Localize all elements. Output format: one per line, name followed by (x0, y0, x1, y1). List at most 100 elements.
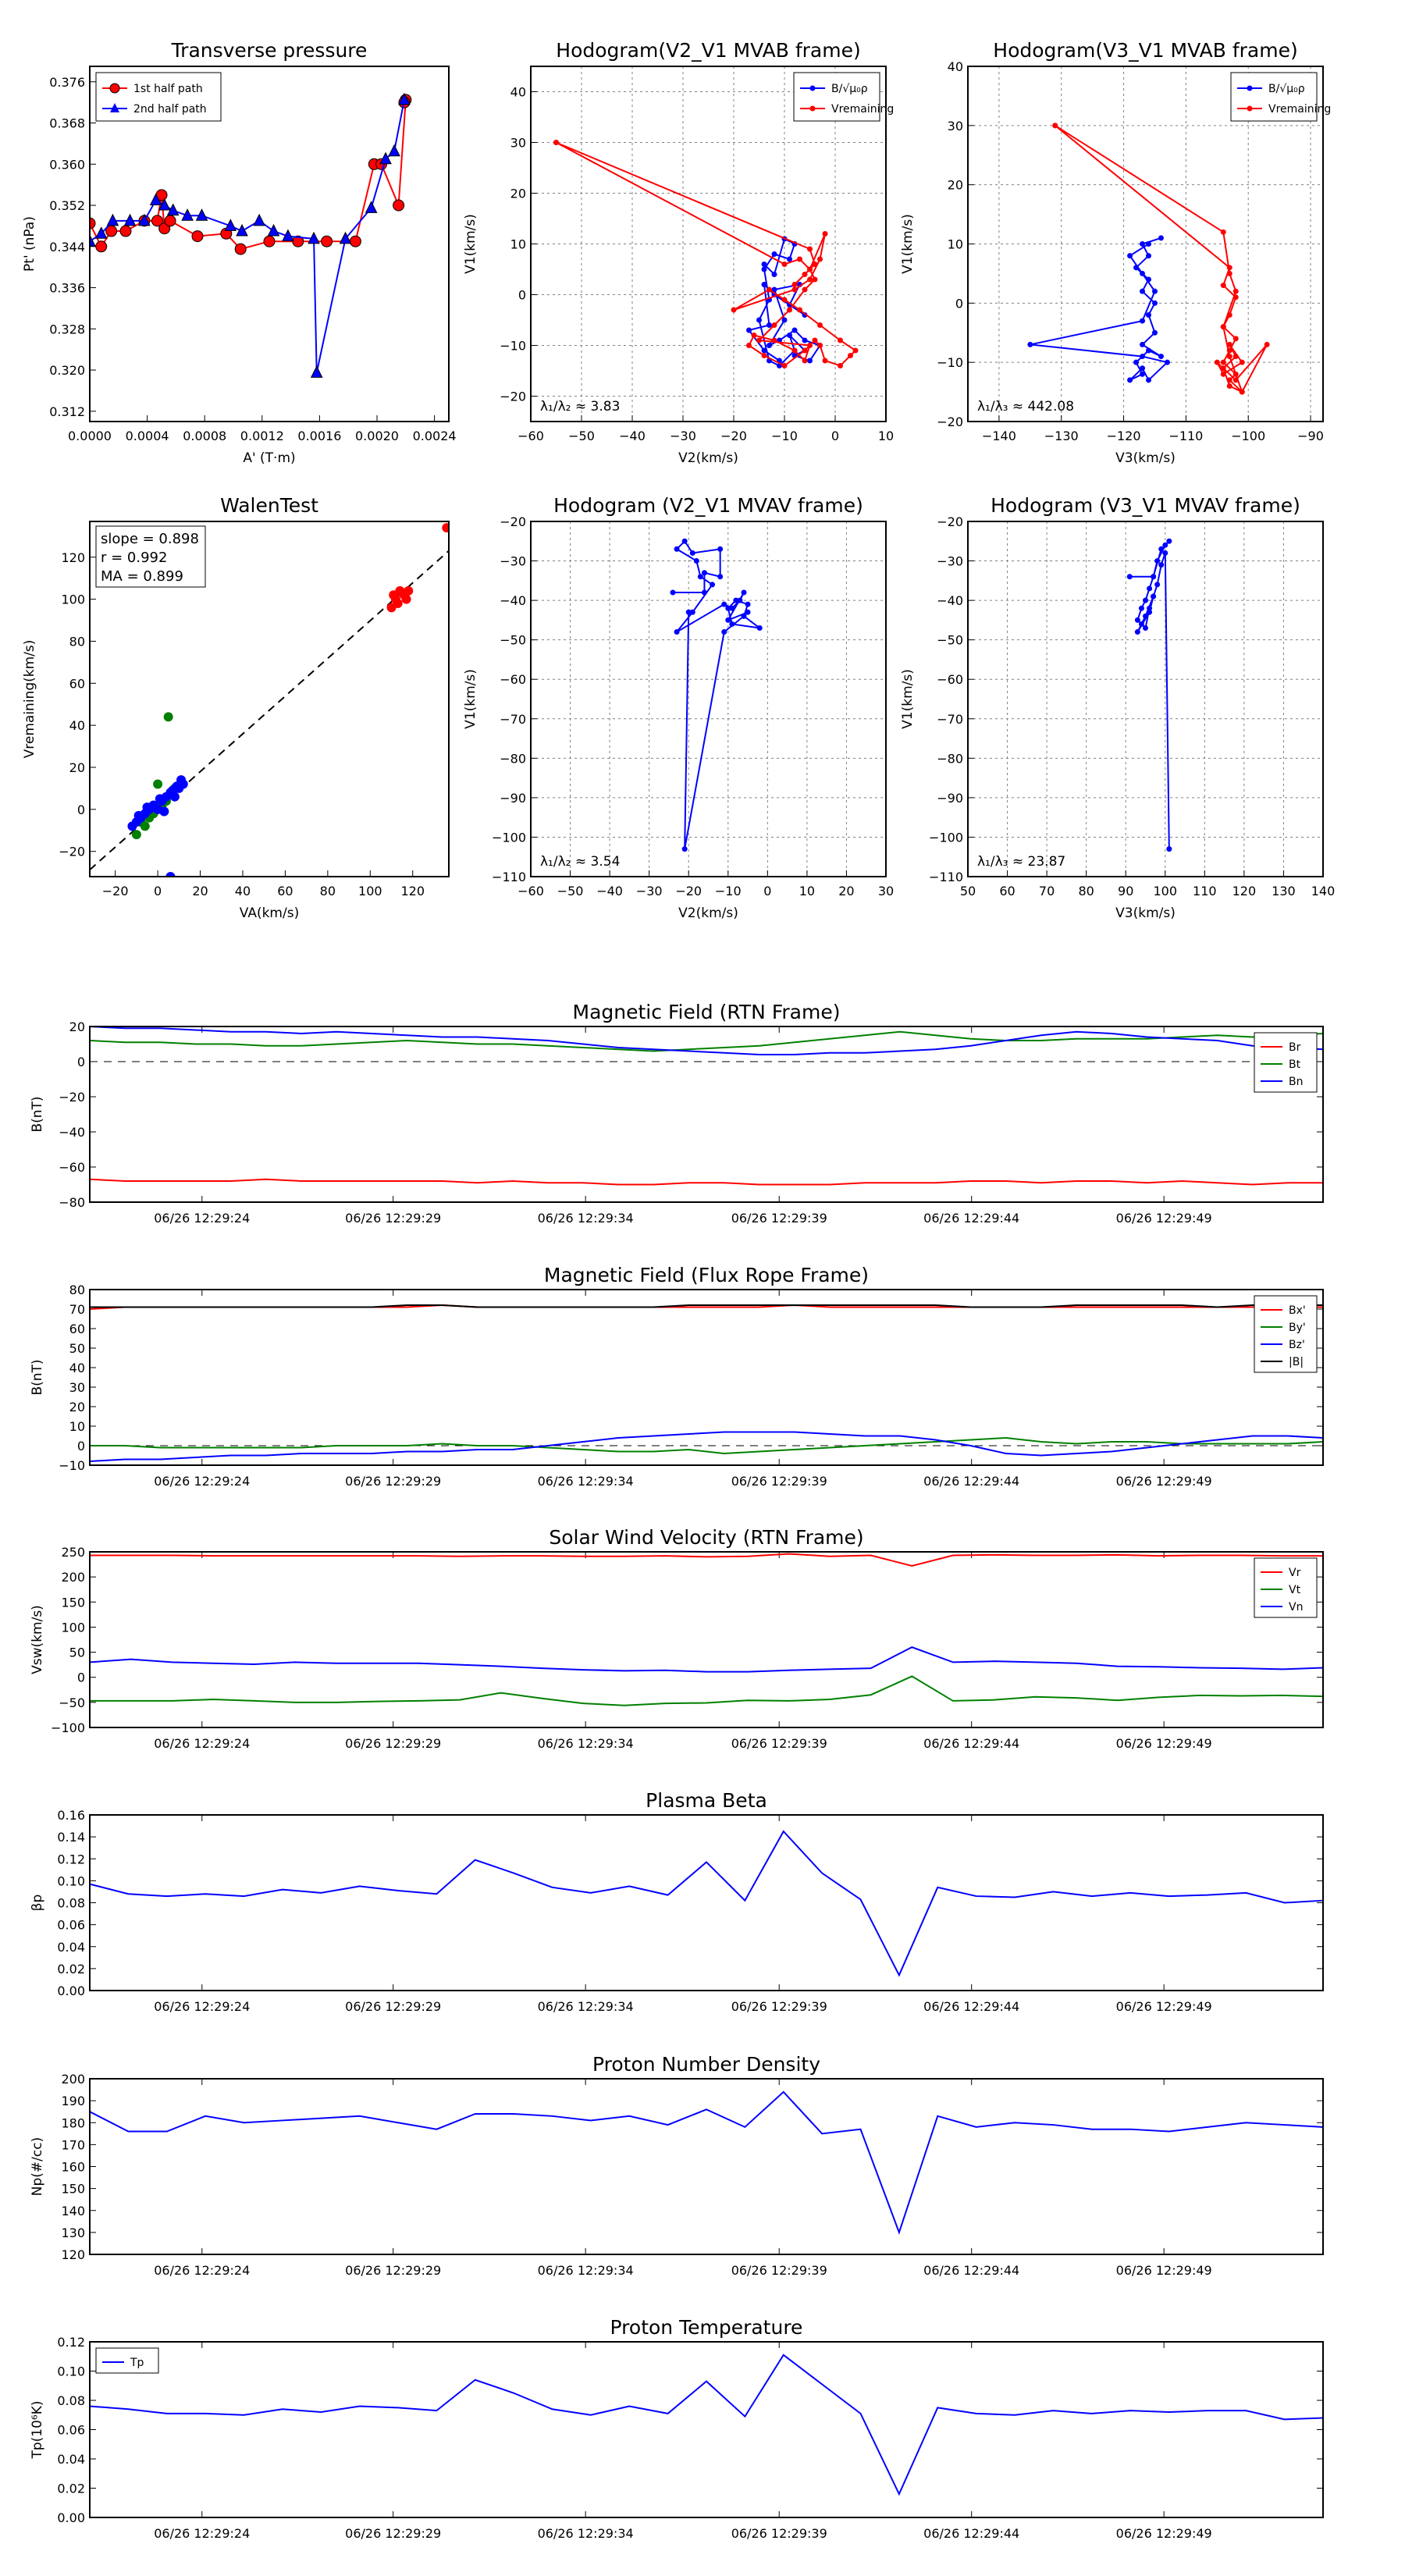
legend-marker (809, 85, 816, 91)
data-point (787, 333, 792, 338)
data-point (164, 215, 176, 227)
y-tick-label: −20 (937, 514, 963, 529)
x-tick-label: 06/26 12:29:34 (538, 1211, 634, 1226)
data-point (106, 213, 119, 226)
x-tick-label: 0.0004 (126, 429, 169, 443)
y-tick-label: 0.10 (57, 2364, 85, 2379)
x-tick-label: 80 (1078, 884, 1094, 898)
y-tick-label: 0.344 (49, 240, 85, 254)
series-2nd-half-path (90, 92, 411, 378)
legend-label: Vt (1289, 1584, 1301, 1596)
data-point (1140, 365, 1146, 372)
x-tick-label: 06/26 12:29:29 (345, 1211, 441, 1226)
data-point (90, 217, 96, 229)
data-point (817, 343, 823, 348)
chart-title: Hodogram(V3_V1 MVAB frame) (993, 39, 1297, 62)
legend-label: Bn (1289, 1076, 1303, 1088)
data-point (142, 802, 152, 813)
data-point (1154, 582, 1161, 588)
y-tick-label: 130 (61, 2226, 85, 2240)
data-point (1220, 229, 1226, 235)
y-tick-label: 20 (69, 760, 85, 775)
chart-bfield_fr: Magnetic Field (Flux Rope Frame) −10 0 10 20… (30, 1264, 1324, 1489)
y-tick-label: 0 (518, 288, 526, 303)
data-point (697, 574, 703, 580)
plot-frame (89, 1814, 1324, 1991)
y-tick-label: −20 (500, 514, 526, 529)
data-point (807, 343, 813, 348)
y-tick-label: 0.360 (49, 157, 85, 172)
x-tick-label: 06/26 12:29:49 (1116, 1736, 1212, 1751)
x-tick-label: 100 (1154, 884, 1178, 898)
data-point (1226, 270, 1232, 276)
ratio-annotation: λ₁/λ₂ ≈ 3.54 (540, 854, 620, 870)
data-point (701, 570, 707, 576)
data-point (1133, 359, 1140, 365)
data-point (1226, 312, 1232, 318)
x-tick-label: 06/26 12:29:49 (1116, 1999, 1212, 2014)
data-point (674, 546, 680, 552)
chart-title: Plasma Beta (646, 1789, 767, 1812)
data-point (701, 589, 707, 596)
chart-walen: WalenTest −20 0 20 40 60 80 100 120 −20 0 20 40 60 80 1… (22, 494, 450, 921)
data-point (781, 262, 788, 267)
legend-box (1254, 1295, 1318, 1373)
x-tick-label: 06/26 12:29:49 (1116, 2263, 1212, 2278)
y-tick-label: −60 (500, 672, 526, 687)
data-point (94, 226, 108, 239)
chart-hodo4: Hodogram (V3_V1 MVAV frame) 50 60 70 80 90 100… (900, 494, 1335, 921)
x-tick-label: 06/26 12:29:34 (538, 1736, 634, 1751)
y-tick-label: −90 (500, 791, 526, 806)
legend-label: 2nd half path (133, 103, 207, 116)
chart-title: Hodogram (V2_V1 MVAV frame) (553, 494, 863, 517)
chart-bfield_rtn: Magnetic Field (RTN Frame) −80 −60 −40 −20 0 2… (30, 1001, 1324, 1226)
y-tick-label: 60 (69, 676, 85, 691)
y-tick-label: 0.02 (57, 2482, 85, 2496)
x-tick-label: 0.0020 (355, 429, 399, 443)
x-tick-label: 06/26 12:29:44 (923, 1211, 1019, 1226)
y-tick-label: 140 (61, 2204, 85, 2218)
data-point (1126, 574, 1133, 580)
chart-title: Proton Number Density (592, 2053, 820, 2076)
plot-frame (89, 521, 450, 877)
y-tick-label: 20 (69, 1400, 85, 1414)
x-tick-label: 0 (763, 884, 771, 898)
series-vn (89, 1646, 1324, 1673)
x-tick-label: −30 (670, 429, 696, 443)
data-point (191, 230, 204, 243)
data-point (553, 140, 559, 145)
data-point (153, 779, 163, 789)
legend-label: B/√μ₀ρ (1268, 83, 1305, 95)
x-tick-label: 100 (358, 884, 382, 898)
x-tick-label: −50 (557, 884, 584, 898)
chart-np: Proton Number Density 120 130 140 150 160 170 1… (30, 2053, 1324, 2278)
data-point (398, 92, 411, 105)
data-point (781, 317, 788, 323)
legend-marker (110, 103, 119, 112)
series-line (90, 99, 407, 251)
series-beta (89, 1830, 1324, 1977)
x-tick-label: 120 (1232, 884, 1257, 898)
data-point (1220, 371, 1226, 377)
y-tick-label: 120 (61, 2247, 85, 2262)
x-tick-label: 10 (878, 429, 894, 443)
y-tick-label: 40 (948, 59, 963, 74)
data-point (807, 276, 813, 283)
data-point (1264, 341, 1270, 347)
plot-frame (530, 66, 887, 422)
legend-label: Bx' (1289, 1304, 1306, 1317)
data-point (817, 322, 823, 328)
series-v-remaining (553, 140, 859, 368)
data-point (165, 872, 176, 877)
data-point (1140, 371, 1146, 377)
data-point (802, 347, 808, 354)
x-tick-label: −30 (636, 884, 663, 898)
y-tick-label: 0.06 (57, 1918, 85, 1933)
legend-box (1254, 1032, 1318, 1093)
data-point (1154, 558, 1161, 564)
x-tick-label: 120 (400, 884, 425, 898)
series-line (1030, 237, 1169, 382)
data-point (163, 712, 173, 722)
series-b- (1126, 538, 1172, 852)
